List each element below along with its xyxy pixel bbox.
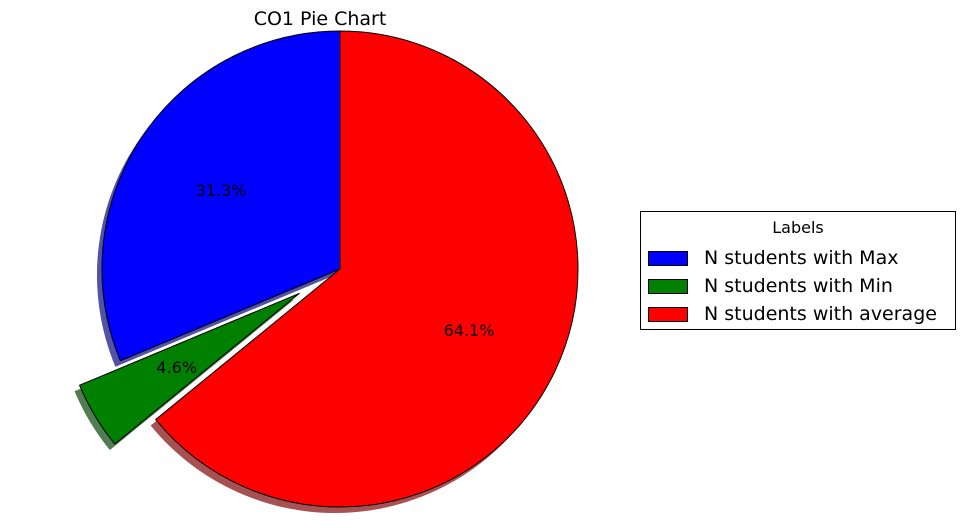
legend-label-max: N students with Max (704, 247, 899, 269)
legend-swatch-average (648, 306, 688, 322)
slice-label-max: 31.3% (196, 181, 247, 200)
legend: Labels N students with Max N students wi… (640, 211, 956, 330)
legend-swatch-max (648, 250, 688, 266)
slice-max (101, 30, 341, 362)
slice-average (155, 30, 579, 508)
legend-title: Labels (772, 218, 824, 237)
legend-swatch-min (648, 278, 688, 294)
slice-label-min: 4.6% (156, 358, 197, 377)
legend-item-average: N students with average (648, 302, 937, 326)
slice-percent-labels: 31.3% 4.6% 64.1% (156, 181, 494, 377)
slice-min (79, 292, 300, 445)
chart-title: CO1 Pie Chart (254, 8, 387, 30)
slice-label-average: 64.1% (444, 321, 495, 340)
pie-slices (79, 30, 579, 508)
legend-item-min: N students with Min (648, 274, 893, 298)
legend-item-max: N students with Max (648, 246, 898, 270)
legend-label-average: N students with average (704, 303, 937, 325)
legend-label-min: N students with Min (704, 275, 893, 297)
